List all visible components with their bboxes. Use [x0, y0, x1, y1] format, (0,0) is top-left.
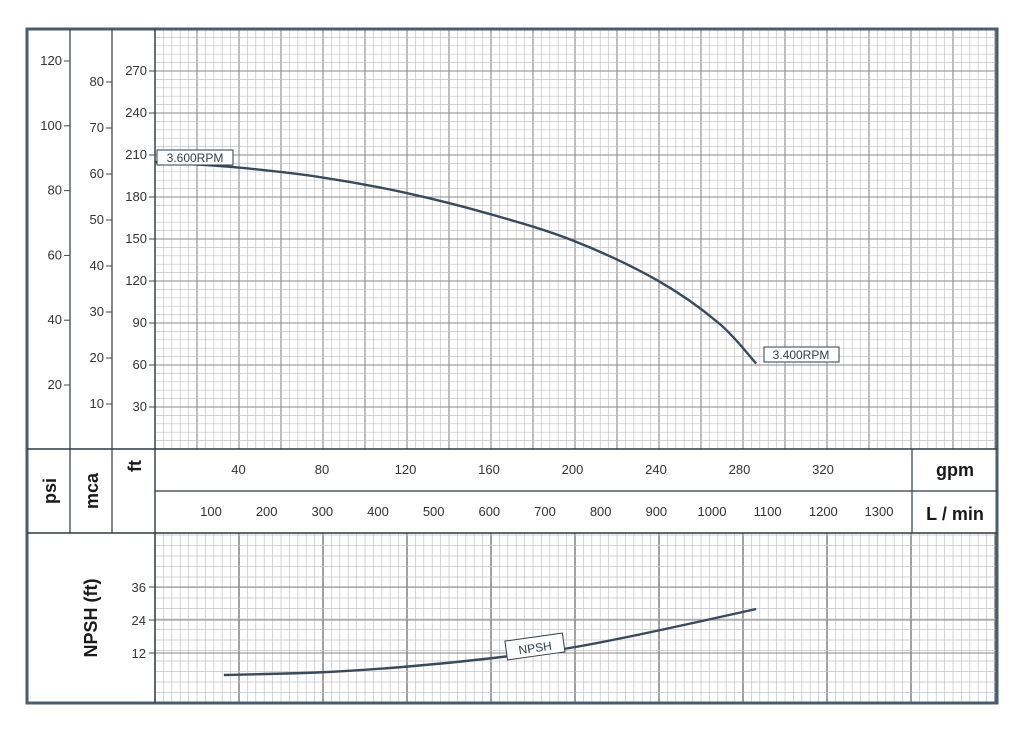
lmin-tick-label: 600 — [478, 504, 500, 519]
psi-tick-label: 60 — [48, 247, 62, 262]
lmin-tick-label: 200 — [256, 504, 278, 519]
gpm-axis-label: gpm — [936, 460, 974, 480]
lmin-tick-label: 800 — [590, 504, 612, 519]
npsh-tick-label: 24 — [132, 613, 146, 628]
lmin-tick-label: 300 — [311, 504, 333, 519]
gpm-tick-label: 280 — [729, 462, 751, 477]
mca-tick-label: 60 — [90, 166, 104, 181]
curves: 3.600RPM 3.400RPM NPSH — [154, 149, 840, 677]
gpm-tick-label: 120 — [395, 462, 417, 477]
psi-tick-label: 40 — [48, 312, 62, 327]
npsh-tick-label: 36 — [132, 580, 146, 595]
ft-tick-label: 180 — [125, 189, 147, 204]
ft-tick-label: 240 — [125, 105, 147, 120]
ft-tick-label: 210 — [125, 147, 147, 162]
psi-tick-label: 80 — [48, 183, 62, 198]
npsh-series-label: NPSH — [518, 639, 553, 658]
npsh-series-label-box — [504, 632, 566, 661]
mca-tick-label: 20 — [90, 350, 104, 365]
npsh-curve — [223, 607, 757, 677]
gpm-tick-label: 80 — [315, 462, 329, 477]
mca-tick-label: 80 — [90, 74, 104, 89]
ft-tick-label: 270 — [125, 63, 147, 78]
mca-tick-label: 30 — [90, 304, 104, 319]
psi-tick-label: 100 — [40, 118, 62, 133]
grid-lines — [154, 28, 997, 704]
ft-axis-label: ft — [125, 460, 145, 472]
lmin-tick-label: 900 — [645, 504, 667, 519]
npsh-tick-label: 12 — [132, 646, 146, 661]
ft-tick-label: 60 — [133, 357, 147, 372]
head-curve — [154, 160, 758, 365]
psi-tick-label: 120 — [40, 53, 62, 68]
mca-tick-label: 50 — [90, 212, 104, 227]
tick-labels: 20 40 60 80 100 120 10 20 30 40 50 60 70 80 30 60 90 120 1… — [40, 53, 893, 661]
end-rpm-label-box — [763, 346, 840, 363]
lmin-tick-label: 1100 — [754, 504, 782, 519]
ft-tick-label: 30 — [133, 399, 147, 414]
unit-labels: psi mca ft gpm L / min NPSH (ft) — [40, 460, 984, 658]
outer-frame — [25, 27, 999, 705]
npsh-series-label-group: NPSH — [504, 632, 566, 661]
start-rpm-label-box — [156, 149, 234, 166]
chart-frame — [25, 27, 999, 705]
lmin-tick-label: 1300 — [865, 504, 894, 519]
psi-axis-label: psi — [40, 478, 60, 504]
ft-tick-label: 150 — [125, 231, 147, 246]
gpm-tick-label: 240 — [645, 462, 667, 477]
lmin-tick-label: 1000 — [698, 504, 727, 519]
gpm-tick-label: 160 — [478, 462, 500, 477]
end-rpm-label: 3.400RPM — [773, 348, 830, 362]
gpm-tick-label: 40 — [231, 462, 245, 477]
mca-tick-label: 40 — [90, 258, 104, 273]
mca-tick-label: 70 — [90, 120, 104, 135]
psi-tick-label: 20 — [48, 377, 62, 392]
mca-tick-label: 10 — [90, 396, 104, 411]
gpm-tick-label: 320 — [812, 462, 834, 477]
npsh-axis-label: NPSH (ft) — [81, 579, 101, 658]
lmin-tick-label: 400 — [367, 504, 389, 519]
lmin-tick-label: 100 — [200, 504, 222, 519]
lmin-tick-label: 500 — [423, 504, 445, 519]
ft-tick-label: 120 — [125, 273, 147, 288]
gpm-tick-label: 200 — [562, 462, 584, 477]
lmin-tick-label: 700 — [534, 504, 556, 519]
lmin-axis-label: L / min — [926, 504, 984, 524]
start-rpm-label: 3.600RPM — [167, 151, 224, 165]
lmin-tick-label: 1200 — [809, 504, 838, 519]
mca-axis-label: mca — [82, 472, 102, 509]
ft-tick-label: 90 — [133, 315, 147, 330]
